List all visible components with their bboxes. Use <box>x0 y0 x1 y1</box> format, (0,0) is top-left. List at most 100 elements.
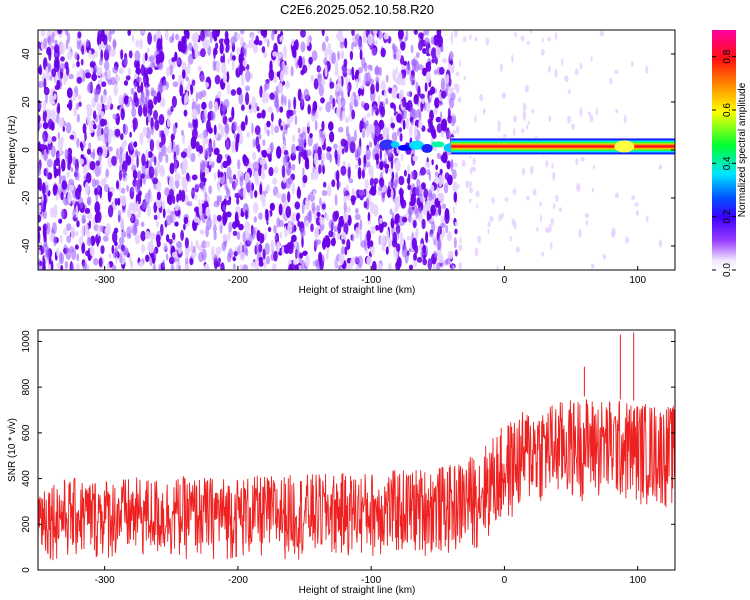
y-tick-label: 0 <box>21 567 32 573</box>
spectrogram-speckle <box>218 195 223 203</box>
spectrogram-speckle <box>105 223 111 235</box>
spectrogram-speckle <box>59 173 62 185</box>
spectrogram-speckle <box>322 181 327 188</box>
spectrogram-speckle <box>487 221 491 228</box>
spectrogram-speckle <box>46 247 50 260</box>
spectrogram-speckle <box>409 107 416 120</box>
spectrogram-speckle <box>231 55 236 61</box>
spectrogram-speckle <box>552 171 556 181</box>
figure-title: C2E6.2025.052.10.58.R20 <box>280 2 434 17</box>
spectrogram-speckle <box>386 188 393 198</box>
spectrogram-speckle <box>320 97 325 104</box>
spectrogram-speckle <box>351 42 354 51</box>
spectrogram-y-ticks: -40 -20 0 20 40 <box>21 48 675 253</box>
spectrogram-speckle <box>590 263 595 269</box>
spectrogram-speckle <box>334 194 338 206</box>
spectrogram-speckle <box>448 87 454 93</box>
spectrogram-speckle <box>137 104 143 117</box>
spectrogram-speckle <box>126 226 132 237</box>
spectrogram-speckle <box>120 108 125 121</box>
spectrogram-speckle <box>428 231 434 238</box>
spectrogram-speckle <box>105 168 110 178</box>
spectrogram-speckle <box>226 83 231 95</box>
spectrogram-speckle <box>351 30 355 36</box>
spectrogram-speckle <box>181 61 187 70</box>
spectrogram-speckle <box>45 66 49 75</box>
spectrogram-speckle <box>333 225 338 233</box>
spectrogram-speckle <box>416 178 421 188</box>
spectrogram-speckle <box>275 192 282 199</box>
spectrogram-speckle <box>536 227 539 232</box>
spectrogram-speckle <box>225 139 230 151</box>
spectrogram-speckle <box>407 214 412 223</box>
spectrogram-speckle <box>254 190 258 198</box>
spectrogram-speckle <box>101 127 104 136</box>
spectrogram-speckle <box>513 221 517 230</box>
spectrogram-speckle <box>180 229 185 241</box>
spectrogram-speckle <box>134 82 137 90</box>
spectrogram-speckle <box>218 122 222 131</box>
spectrogram-speckle <box>328 121 334 131</box>
spectrogram-speckle <box>108 253 112 259</box>
spectrogram-speckle <box>450 92 456 101</box>
spectrogram-speckle <box>635 210 640 216</box>
spectrogram-speckle <box>129 131 132 138</box>
spectrogram-speckle <box>284 123 288 135</box>
spectrogram-speckle <box>375 80 380 93</box>
spectrogram-speckle <box>117 197 121 206</box>
spectrogram-speckle <box>95 160 101 167</box>
spectrogram-speckle <box>94 187 98 196</box>
spectrogram-speckle <box>176 241 182 249</box>
spectrogram-speckle <box>207 111 211 122</box>
spectrogram-speckle <box>407 184 412 191</box>
x-tick-label: 0 <box>502 575 508 586</box>
spectrogram-speckle <box>313 170 320 177</box>
spectrogram-speckle <box>377 94 381 107</box>
spectrogram-speckle <box>216 214 222 222</box>
spectrogram-speckle <box>363 238 368 251</box>
spectrogram-speckle <box>198 251 204 263</box>
spectrogram-speckle <box>380 106 386 118</box>
spectrogram-speckle <box>426 213 432 220</box>
spectrogram-speckle <box>182 69 186 79</box>
spectrogram-speckle <box>267 106 273 113</box>
spectrogram-speckle <box>455 71 460 77</box>
spectrogram-speckle <box>253 202 259 214</box>
spectrogram-speckle <box>118 67 124 75</box>
spectrogram-speckle <box>85 72 92 79</box>
spectrogram-speckle <box>256 30 261 34</box>
spectrogram-speckle <box>351 109 356 120</box>
spectrogram-speckle <box>366 230 372 243</box>
spectrogram-speckle <box>351 66 355 76</box>
spectrogram-speckle <box>367 123 374 133</box>
spectrogram-speckle <box>424 82 428 92</box>
spectrogram-speckle <box>374 125 380 137</box>
spectrogram-speckle <box>188 246 192 252</box>
spectrogram-speckle <box>43 194 47 207</box>
spectrogram-speckle <box>338 30 343 38</box>
spectrogram-speckle <box>321 78 326 87</box>
spectrogram-speckle <box>256 106 260 112</box>
signal-blob <box>379 139 395 150</box>
spectrogram-speckle <box>511 54 514 64</box>
spectrogram-speckle <box>454 249 458 257</box>
spectrogram-speckle <box>119 146 123 155</box>
spectrogram-speckle <box>161 144 167 157</box>
spectrogram-speckle <box>182 167 186 175</box>
colorbar-label: Normalized spectral amplitude <box>737 82 748 217</box>
spectrogram-speckle <box>287 176 294 185</box>
spectrogram-speckle <box>38 214 42 223</box>
spectrogram-speckle <box>49 207 55 218</box>
spectrogram-speckle <box>145 167 150 175</box>
spectrogram-speckle <box>168 188 174 200</box>
spectrogram-speckle <box>131 201 138 214</box>
spectrogram-speckle <box>435 46 441 59</box>
spectrogram-speckle <box>423 188 429 199</box>
spectrogram-speckle <box>285 80 290 89</box>
spectrogram-speckle <box>140 230 146 242</box>
spectrogram-speckle <box>63 228 68 236</box>
spectrogram-speckle <box>418 64 424 71</box>
spectrogram-speckle <box>171 57 176 63</box>
spectrogram-speckle <box>38 48 41 54</box>
